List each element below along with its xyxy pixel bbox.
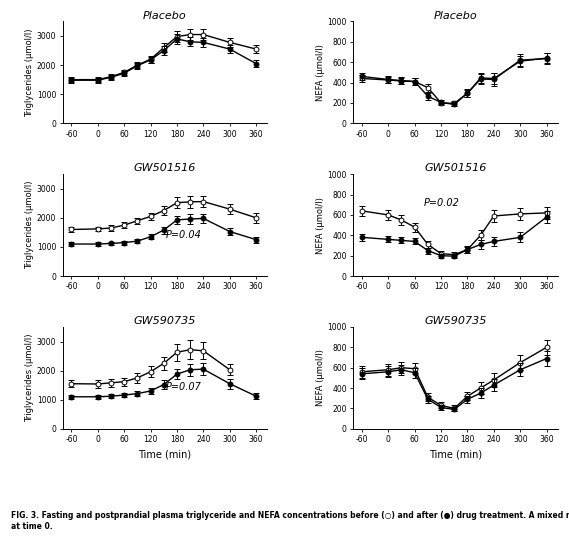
Text: P=0.02: P=0.02	[423, 198, 459, 208]
Title: GW501516: GW501516	[134, 163, 196, 174]
Title: Placebo: Placebo	[434, 11, 477, 21]
Y-axis label: Triglycerides (μmol/l): Triglycerides (μmol/l)	[25, 181, 34, 270]
Title: GW590735: GW590735	[424, 316, 486, 326]
Text: FIG. 3. Fasting and postprandial plasma triglyceride and NEFA concentrations bef: FIG. 3. Fasting and postprandial plasma …	[11, 511, 569, 531]
Y-axis label: Triglycerides (μmol/l): Triglycerides (μmol/l)	[25, 333, 34, 422]
Y-axis label: NEFA (μmol/l): NEFA (μmol/l)	[316, 197, 325, 254]
Title: GW590735: GW590735	[134, 316, 196, 326]
Text: P=0.04: P=0.04	[166, 229, 202, 240]
Text: P=0.07: P=0.07	[166, 382, 202, 392]
Title: Placebo: Placebo	[143, 11, 187, 21]
X-axis label: Time (min): Time (min)	[429, 450, 482, 459]
Y-axis label: NEFA (μmol/l): NEFA (μmol/l)	[316, 44, 325, 101]
Title: GW501516: GW501516	[424, 163, 486, 174]
X-axis label: Time (min): Time (min)	[138, 450, 191, 459]
Y-axis label: Triglycerides (μmol/l): Triglycerides (μmol/l)	[25, 28, 34, 117]
Y-axis label: NEFA (μmol/l): NEFA (μmol/l)	[316, 349, 325, 406]
